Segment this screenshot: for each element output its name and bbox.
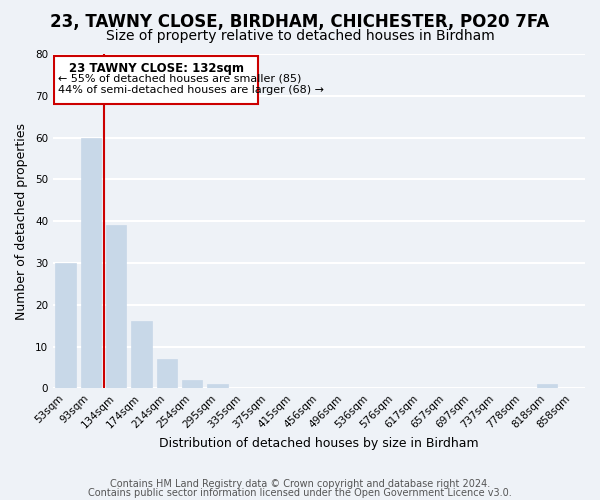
Text: 23 TAWNY CLOSE: 132sqm: 23 TAWNY CLOSE: 132sqm — [68, 62, 244, 74]
Text: Size of property relative to detached houses in Birdham: Size of property relative to detached ho… — [106, 29, 494, 43]
Text: 44% of semi-detached houses are larger (68) →: 44% of semi-detached houses are larger (… — [58, 86, 324, 96]
Bar — [131, 322, 152, 388]
Bar — [182, 380, 202, 388]
FancyBboxPatch shape — [54, 56, 258, 104]
Bar — [208, 384, 228, 388]
Text: 23, TAWNY CLOSE, BIRDHAM, CHICHESTER, PO20 7FA: 23, TAWNY CLOSE, BIRDHAM, CHICHESTER, PO… — [50, 12, 550, 30]
Bar — [55, 263, 76, 388]
Bar — [537, 384, 557, 388]
Bar — [81, 138, 101, 388]
Text: Contains HM Land Registry data © Crown copyright and database right 2024.: Contains HM Land Registry data © Crown c… — [110, 479, 490, 489]
Y-axis label: Number of detached properties: Number of detached properties — [15, 122, 28, 320]
Text: Contains public sector information licensed under the Open Government Licence v3: Contains public sector information licen… — [88, 488, 512, 498]
Bar — [106, 226, 127, 388]
Bar — [157, 359, 177, 388]
Text: ← 55% of detached houses are smaller (85): ← 55% of detached houses are smaller (85… — [58, 74, 301, 84]
X-axis label: Distribution of detached houses by size in Birdham: Distribution of detached houses by size … — [159, 437, 479, 450]
